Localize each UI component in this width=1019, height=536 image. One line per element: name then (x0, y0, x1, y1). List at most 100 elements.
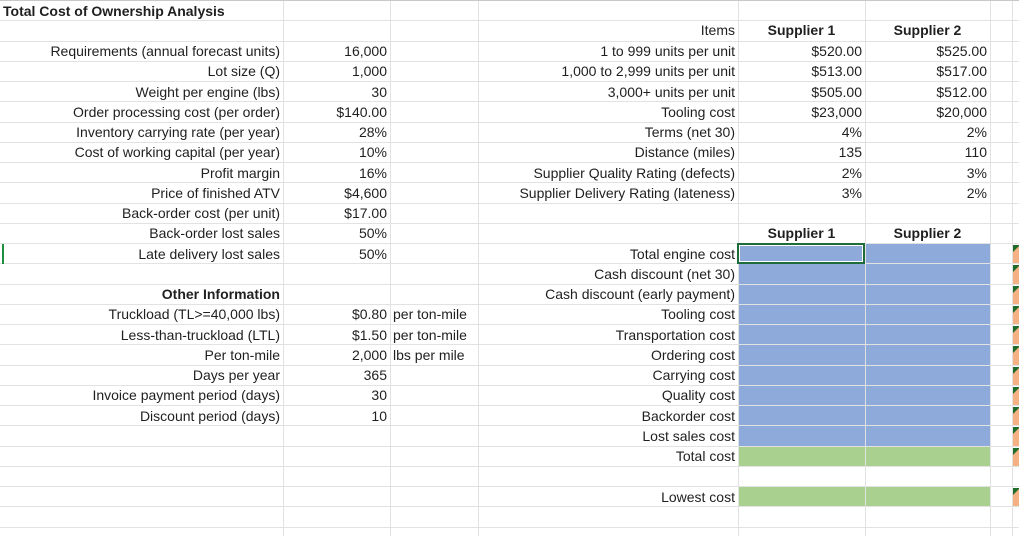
other-info-value[interactable]: 2,000 (351, 346, 387, 363)
supplier-2-value[interactable]: 2% (966, 124, 987, 140)
cost-supplier-1-header[interactable]: Supplier 1 (767, 225, 836, 242)
row-gridline (0, 486, 1019, 487)
other-info-label[interactable]: Per ton-mile (204, 346, 280, 363)
supplier-2-value[interactable]: 2% (966, 184, 987, 201)
other-info-value[interactable]: $1.50 (351, 326, 387, 343)
parameter-value[interactable]: 1,000 (351, 63, 387, 80)
parameter-value[interactable]: 16% (358, 164, 387, 181)
cost-row-label[interactable]: Cash discount (early payment) (545, 286, 735, 302)
parameter-label[interactable]: Lot size (Q) (207, 63, 280, 80)
cost-row-label[interactable]: Lost sales cost (642, 427, 735, 444)
parameter-label[interactable]: Price of finished ATV (151, 184, 280, 201)
parameter-label[interactable]: Back-order cost (per unit) (122, 205, 280, 221)
other-info-label[interactable]: Less-than-truckload (LTL) (120, 326, 280, 343)
supplier-item-label[interactable]: Terms (net 30) (644, 124, 735, 140)
parameter-label[interactable]: Weight per engine (lbs) (135, 83, 280, 100)
parameter-value[interactable]: 28% (358, 124, 387, 140)
supplier-2-value[interactable]: $517.00 (936, 63, 987, 80)
row-gridline (0, 263, 1019, 265)
supplier-2-value[interactable]: 110 (964, 144, 987, 161)
other-info-unit[interactable]: per ton-mile (393, 326, 467, 343)
parameter-value[interactable]: $140.00 (336, 103, 387, 120)
other-info-value[interactable]: 30 (371, 387, 387, 404)
supplier-2-value[interactable]: $525.00 (936, 43, 987, 59)
supplier-1-value[interactable]: $513.00 (811, 63, 862, 80)
other-info-label[interactable]: Discount period (days) (139, 407, 280, 424)
parameter-value[interactable]: 50% (358, 225, 387, 242)
cost-row-label[interactable]: Tooling cost (661, 306, 735, 323)
supplier-item-label[interactable]: Tooling cost (661, 103, 735, 120)
row-gridline (0, 465, 1019, 467)
parameter-value[interactable]: $17.00 (344, 205, 387, 221)
supplier-item-label[interactable]: 1,000 to 2,999 units per unit (561, 63, 735, 80)
lowest-cost-label[interactable]: Lowest cost (661, 488, 735, 505)
supplier-1-value[interactable]: 3% (841, 184, 862, 201)
parameter-value[interactable]: 50% (358, 245, 387, 262)
items-header[interactable]: Items (700, 21, 735, 38)
cost-row-label[interactable]: Ordering cost (650, 346, 735, 363)
parameter-value[interactable]: $4,600 (344, 184, 387, 201)
flagged-cell[interactable] (1013, 447, 1019, 467)
parameter-label[interactable]: Order processing cost (per order) (73, 103, 280, 120)
other-info-value[interactable]: $0.80 (351, 306, 387, 323)
row-gridline (0, 526, 1019, 528)
supplier-1-value[interactable]: $505.00 (811, 83, 862, 100)
other-info-heading[interactable]: Other Information (161, 286, 280, 302)
supplier-2-value[interactable]: $512.00 (936, 83, 987, 100)
supplier-2-header[interactable]: Supplier 2 (893, 21, 962, 38)
supplier-item-label[interactable]: Distance (miles) (634, 144, 735, 161)
cost-row-label[interactable]: Total engine cost (629, 245, 735, 262)
supplier-1-value[interactable]: 135 (838, 144, 862, 161)
supplier-1-value[interactable]: 4% (841, 124, 862, 140)
flagged-cell[interactable] (1013, 285, 1019, 305)
supplier-1-value[interactable]: 2% (841, 164, 862, 181)
cost-row-label[interactable]: Transportation cost (615, 326, 735, 343)
supplier-item-label[interactable]: 1 to 999 units per unit (600, 43, 735, 59)
row-gridline (0, 222, 1019, 224)
supplier-2-value[interactable]: 3% (966, 164, 987, 181)
other-info-value[interactable]: 365 (363, 367, 387, 383)
flagged-cell[interactable] (1013, 305, 1019, 325)
flagged-cell[interactable] (1013, 346, 1019, 366)
supplier-2-value[interactable]: $20,000 (936, 103, 987, 120)
flagged-cell[interactable] (1013, 407, 1019, 427)
other-info-label[interactable]: Truckload (TL>=40,000 lbs) (108, 306, 280, 323)
parameter-label[interactable]: Requirements (annual forecast units) (50, 43, 280, 59)
other-info-label[interactable]: Days per year (192, 367, 280, 383)
parameter-value[interactable]: 10% (358, 144, 387, 161)
flagged-cell[interactable] (1013, 427, 1019, 447)
flagged-cell[interactable] (1013, 326, 1019, 346)
parameter-label[interactable]: Cost of working capital (per year) (74, 144, 280, 161)
supplier-1-value[interactable]: $23,000 (811, 103, 862, 120)
cost-row-label[interactable]: Carrying cost (652, 367, 735, 383)
comment-marker-icon (1013, 245, 1019, 252)
parameter-value[interactable]: 30 (371, 83, 387, 100)
cost-row-label[interactable]: Backorder cost (641, 407, 735, 424)
flagged-cell[interactable] (1013, 386, 1019, 406)
parameter-label[interactable]: Back-order lost sales (149, 225, 280, 242)
other-info-value[interactable]: 10 (371, 407, 387, 424)
flagged-cell[interactable] (1013, 265, 1019, 285)
cost-row-label[interactable]: Cash discount (net 30) (594, 265, 735, 282)
parameter-value[interactable]: 16,000 (344, 43, 387, 59)
flagged-cell[interactable] (1013, 488, 1019, 508)
cost-supplier-2-header[interactable]: Supplier 2 (893, 225, 962, 242)
sheet-title[interactable]: Total Cost of Ownership Analysis (3, 2, 225, 19)
other-info-unit[interactable]: lbs per mile (393, 346, 465, 363)
parameter-label[interactable]: Inventory carrying rate (per year) (76, 124, 280, 140)
selected-cell[interactable] (737, 243, 865, 265)
supplier-item-label[interactable]: Supplier Delivery Rating (lateness) (519, 184, 735, 201)
supplier-1-value[interactable]: $520.00 (811, 43, 862, 59)
flagged-cell[interactable] (1013, 245, 1019, 265)
other-info-unit[interactable]: per ton-mile (393, 306, 467, 323)
cost-row-label[interactable]: Total cost (675, 448, 735, 464)
supplier-item-label[interactable]: 3,000+ units per unit (607, 83, 735, 100)
cost-row-label[interactable]: Quality cost (661, 387, 735, 404)
other-info-label[interactable]: Invoice payment period (days) (92, 387, 280, 404)
flagged-cell[interactable] (1013, 366, 1019, 386)
supplier-1-header[interactable]: Supplier 1 (767, 21, 836, 38)
supplier-item-label[interactable]: Supplier Quality Rating (defects) (533, 164, 735, 181)
parameter-label[interactable]: Profit margin (200, 164, 280, 181)
parameter-label[interactable]: Late delivery lost sales (138, 245, 280, 262)
